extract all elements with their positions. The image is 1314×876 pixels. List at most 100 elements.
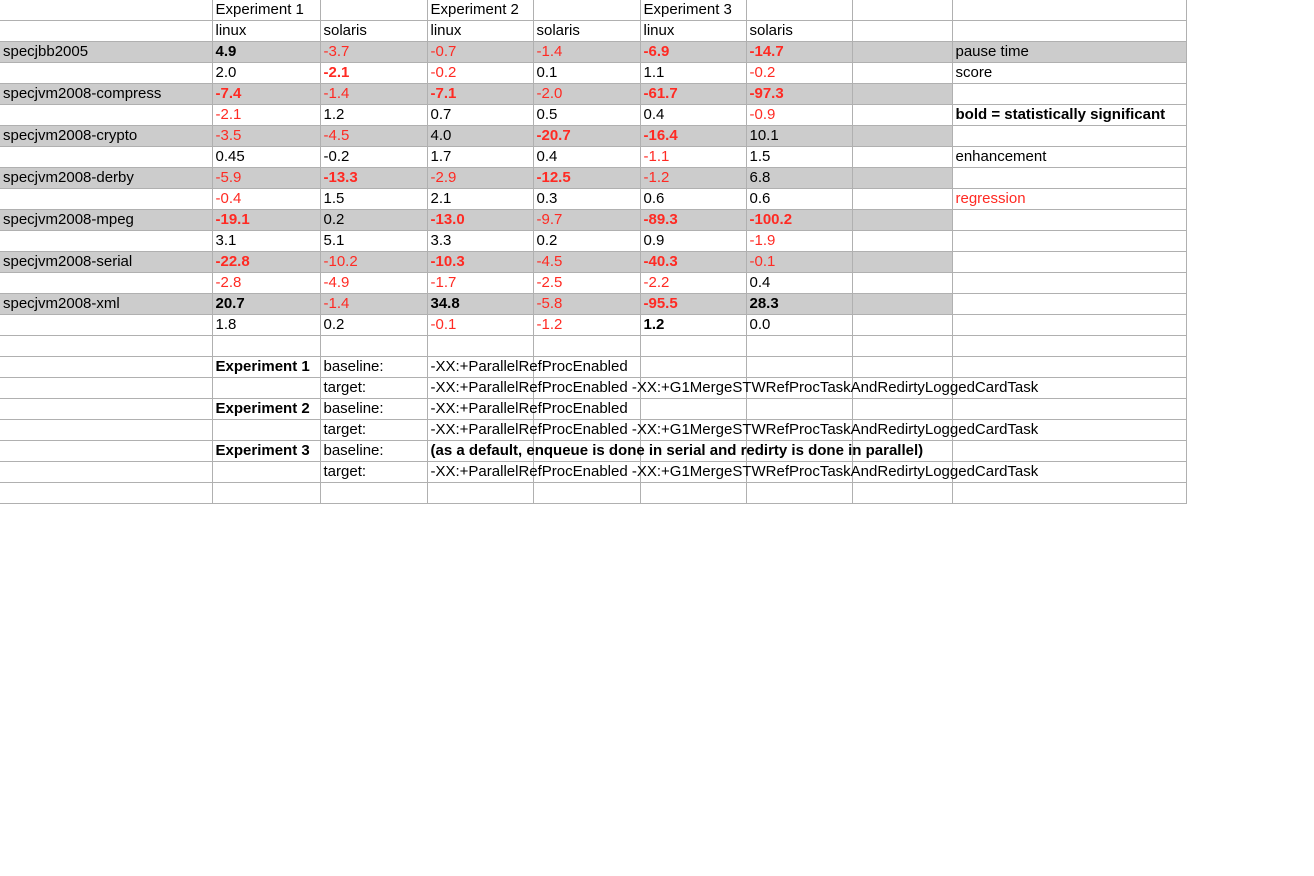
blank-cell[interactable]	[320, 482, 428, 504]
pause-time-value[interactable]: 0.2	[320, 209, 428, 231]
os-header-2[interactable]: solaris	[320, 20, 428, 42]
pause-time-value[interactable]: 10.1	[746, 125, 853, 147]
config-kind-label[interactable]: baseline:	[320, 356, 428, 378]
benchmark-name[interactable]: specjvm2008-crypto	[0, 125, 213, 147]
score-value[interactable]: 0.4	[533, 146, 641, 168]
config-experiment-label[interactable]: Experiment 3	[212, 440, 321, 462]
blank-cell[interactable]	[746, 356, 853, 378]
blank-cell[interactable]	[746, 335, 853, 357]
blank-cell[interactable]	[952, 356, 1187, 378]
config-experiment-label[interactable]	[212, 419, 321, 441]
experiment-header-3-spacer[interactable]	[746, 0, 853, 21]
score-value[interactable]: 0.5	[533, 104, 641, 126]
score-value[interactable]: -0.1	[427, 314, 534, 336]
blank-cell[interactable]	[852, 41, 953, 63]
blank-cell[interactable]	[0, 482, 213, 504]
blank-cell[interactable]	[0, 461, 213, 483]
blank-cell[interactable]	[746, 482, 853, 504]
score-value[interactable]: 0.0	[746, 314, 853, 336]
benchmark-name-blank[interactable]	[0, 104, 213, 126]
legend-cell[interactable]	[952, 314, 1187, 336]
os-header-5[interactable]: linux	[640, 20, 747, 42]
pause-time-value[interactable]: -10.3	[427, 251, 534, 273]
pause-time-value[interactable]: 4.0	[427, 125, 534, 147]
row-label-cell[interactable]	[0, 0, 213, 21]
score-value[interactable]: -2.2	[640, 272, 747, 294]
blank-cell[interactable]	[852, 398, 953, 420]
pause-time-value[interactable]: -6.9	[640, 41, 747, 63]
pause-time-value[interactable]: -1.2	[640, 167, 747, 189]
blank-cell[interactable]	[320, 335, 428, 357]
config-flags[interactable]: -XX:+ParallelRefProcEnabled -XX:+G1Merge…	[427, 419, 1038, 441]
config-flags[interactable]: -XX:+ParallelRefProcEnabled -XX:+G1Merge…	[427, 461, 1038, 483]
benchmark-name-blank[interactable]	[0, 188, 213, 210]
score-value[interactable]: 3.1	[212, 230, 321, 252]
blank-cell[interactable]	[533, 461, 641, 483]
score-value[interactable]: -0.4	[212, 188, 321, 210]
score-value[interactable]: 1.8	[212, 314, 321, 336]
pause-time-value[interactable]: -14.7	[746, 41, 853, 63]
pause-time-value[interactable]: 20.7	[212, 293, 321, 315]
experiment-header-1[interactable]: Experiment 1	[212, 0, 321, 21]
legend-cell[interactable]	[952, 230, 1187, 252]
blank-cell[interactable]	[952, 440, 1187, 462]
pause-time-value[interactable]: -95.5	[640, 293, 747, 315]
blank-cell[interactable]	[533, 440, 641, 462]
pause-time-value[interactable]: -1.4	[320, 83, 428, 105]
benchmark-name-blank[interactable]	[0, 314, 213, 336]
blank-cell[interactable]	[852, 314, 953, 336]
pause-time-value[interactable]: -0.7	[427, 41, 534, 63]
blank-cell[interactable]	[640, 398, 747, 420]
pause-time-value[interactable]: -12.5	[533, 167, 641, 189]
blank-cell[interactable]	[640, 356, 747, 378]
pause-time-value[interactable]: -61.7	[640, 83, 747, 105]
legend-cell[interactable]	[952, 293, 1187, 315]
config-flags[interactable]: -XX:+ParallelRefProcEnabled	[427, 398, 628, 420]
experiment-header-3[interactable]: Experiment 3	[640, 0, 747, 21]
pause-time-value[interactable]: -3.5	[212, 125, 321, 147]
benchmark-name[interactable]: specjvm2008-serial	[0, 251, 213, 273]
blank-cell[interactable]	[852, 377, 953, 399]
legend-cell[interactable]	[952, 0, 1187, 21]
benchmark-name[interactable]: specjvm2008-derby	[0, 167, 213, 189]
benchmark-name[interactable]: specjvm2008-compress	[0, 83, 213, 105]
pause-time-value[interactable]: -7.4	[212, 83, 321, 105]
score-value[interactable]: 0.7	[427, 104, 534, 126]
pause-time-value[interactable]: -97.3	[746, 83, 853, 105]
os-header-6[interactable]: solaris	[746, 20, 853, 42]
legend-cell[interactable]	[952, 251, 1187, 273]
blank-cell[interactable]	[852, 62, 953, 84]
blank-cell[interactable]	[852, 125, 953, 147]
pause-time-value[interactable]: -9.7	[533, 209, 641, 231]
score-value[interactable]: -2.8	[212, 272, 321, 294]
config-flags[interactable]: -XX:+ParallelRefProcEnabled -XX:+G1Merge…	[427, 377, 1038, 399]
blank-cell[interactable]	[852, 272, 953, 294]
blank-cell[interactable]	[0, 335, 213, 357]
pause-time-value[interactable]: -2.0	[533, 83, 641, 105]
score-value[interactable]: 0.3	[533, 188, 641, 210]
blank-cell[interactable]	[746, 461, 853, 483]
score-value[interactable]: -1.1	[640, 146, 747, 168]
blank-cell[interactable]	[852, 482, 953, 504]
benchmark-name[interactable]: specjvm2008-xml	[0, 293, 213, 315]
blank-cell[interactable]	[0, 377, 213, 399]
pause-time-value[interactable]: -5.8	[533, 293, 641, 315]
pause-time-value[interactable]: -40.3	[640, 251, 747, 273]
pause-time-value[interactable]: -13.0	[427, 209, 534, 231]
config-flags[interactable]: (as a default, enqueue is done in serial…	[427, 440, 923, 462]
config-experiment-label[interactable]	[212, 461, 321, 483]
pause-time-value[interactable]: -2.9	[427, 167, 534, 189]
score-value[interactable]: 1.2	[640, 314, 747, 336]
blank-cell[interactable]	[852, 335, 953, 357]
config-kind-label[interactable]: target:	[320, 461, 428, 483]
blank-cell[interactable]	[852, 188, 953, 210]
blank-cell[interactable]	[952, 398, 1187, 420]
score-value[interactable]: 1.5	[746, 146, 853, 168]
pause-time-value[interactable]: -16.4	[640, 125, 747, 147]
legend-cell[interactable]	[952, 83, 1187, 105]
blank-cell[interactable]	[533, 335, 641, 357]
blank-cell[interactable]	[852, 251, 953, 273]
score-value[interactable]: -2.1	[320, 62, 428, 84]
pause-time-value[interactable]: -10.2	[320, 251, 428, 273]
pause-time-value[interactable]: -1.4	[320, 293, 428, 315]
